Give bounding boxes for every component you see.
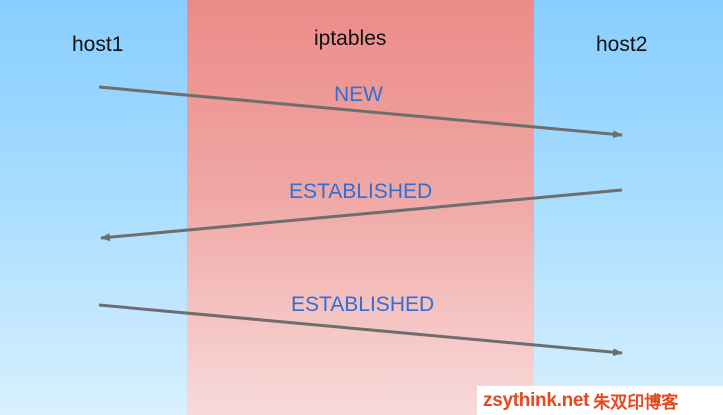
watermark-blog-name: 朱双印博客	[593, 393, 679, 413]
host1-column	[0, 0, 187, 415]
new-arrow	[98, 85, 623, 139]
watermark-site: zsythink.net	[483, 389, 590, 411]
host1-title: host1	[72, 33, 124, 56]
host2-title: host2	[596, 33, 648, 56]
message-label-established-return: ESTABLISHED	[289, 180, 433, 203]
iptables-column	[187, 0, 534, 415]
host2-column	[534, 0, 723, 415]
established-forward-arrow	[98, 303, 623, 357]
message-label-new: NEW	[334, 83, 383, 106]
watermark: zsythink.net 朱双印博客	[477, 386, 723, 415]
established-return-arrow	[100, 188, 623, 242]
message-label-established-forward: ESTABLISHED	[291, 293, 435, 316]
iptables-title: iptables	[314, 27, 387, 50]
